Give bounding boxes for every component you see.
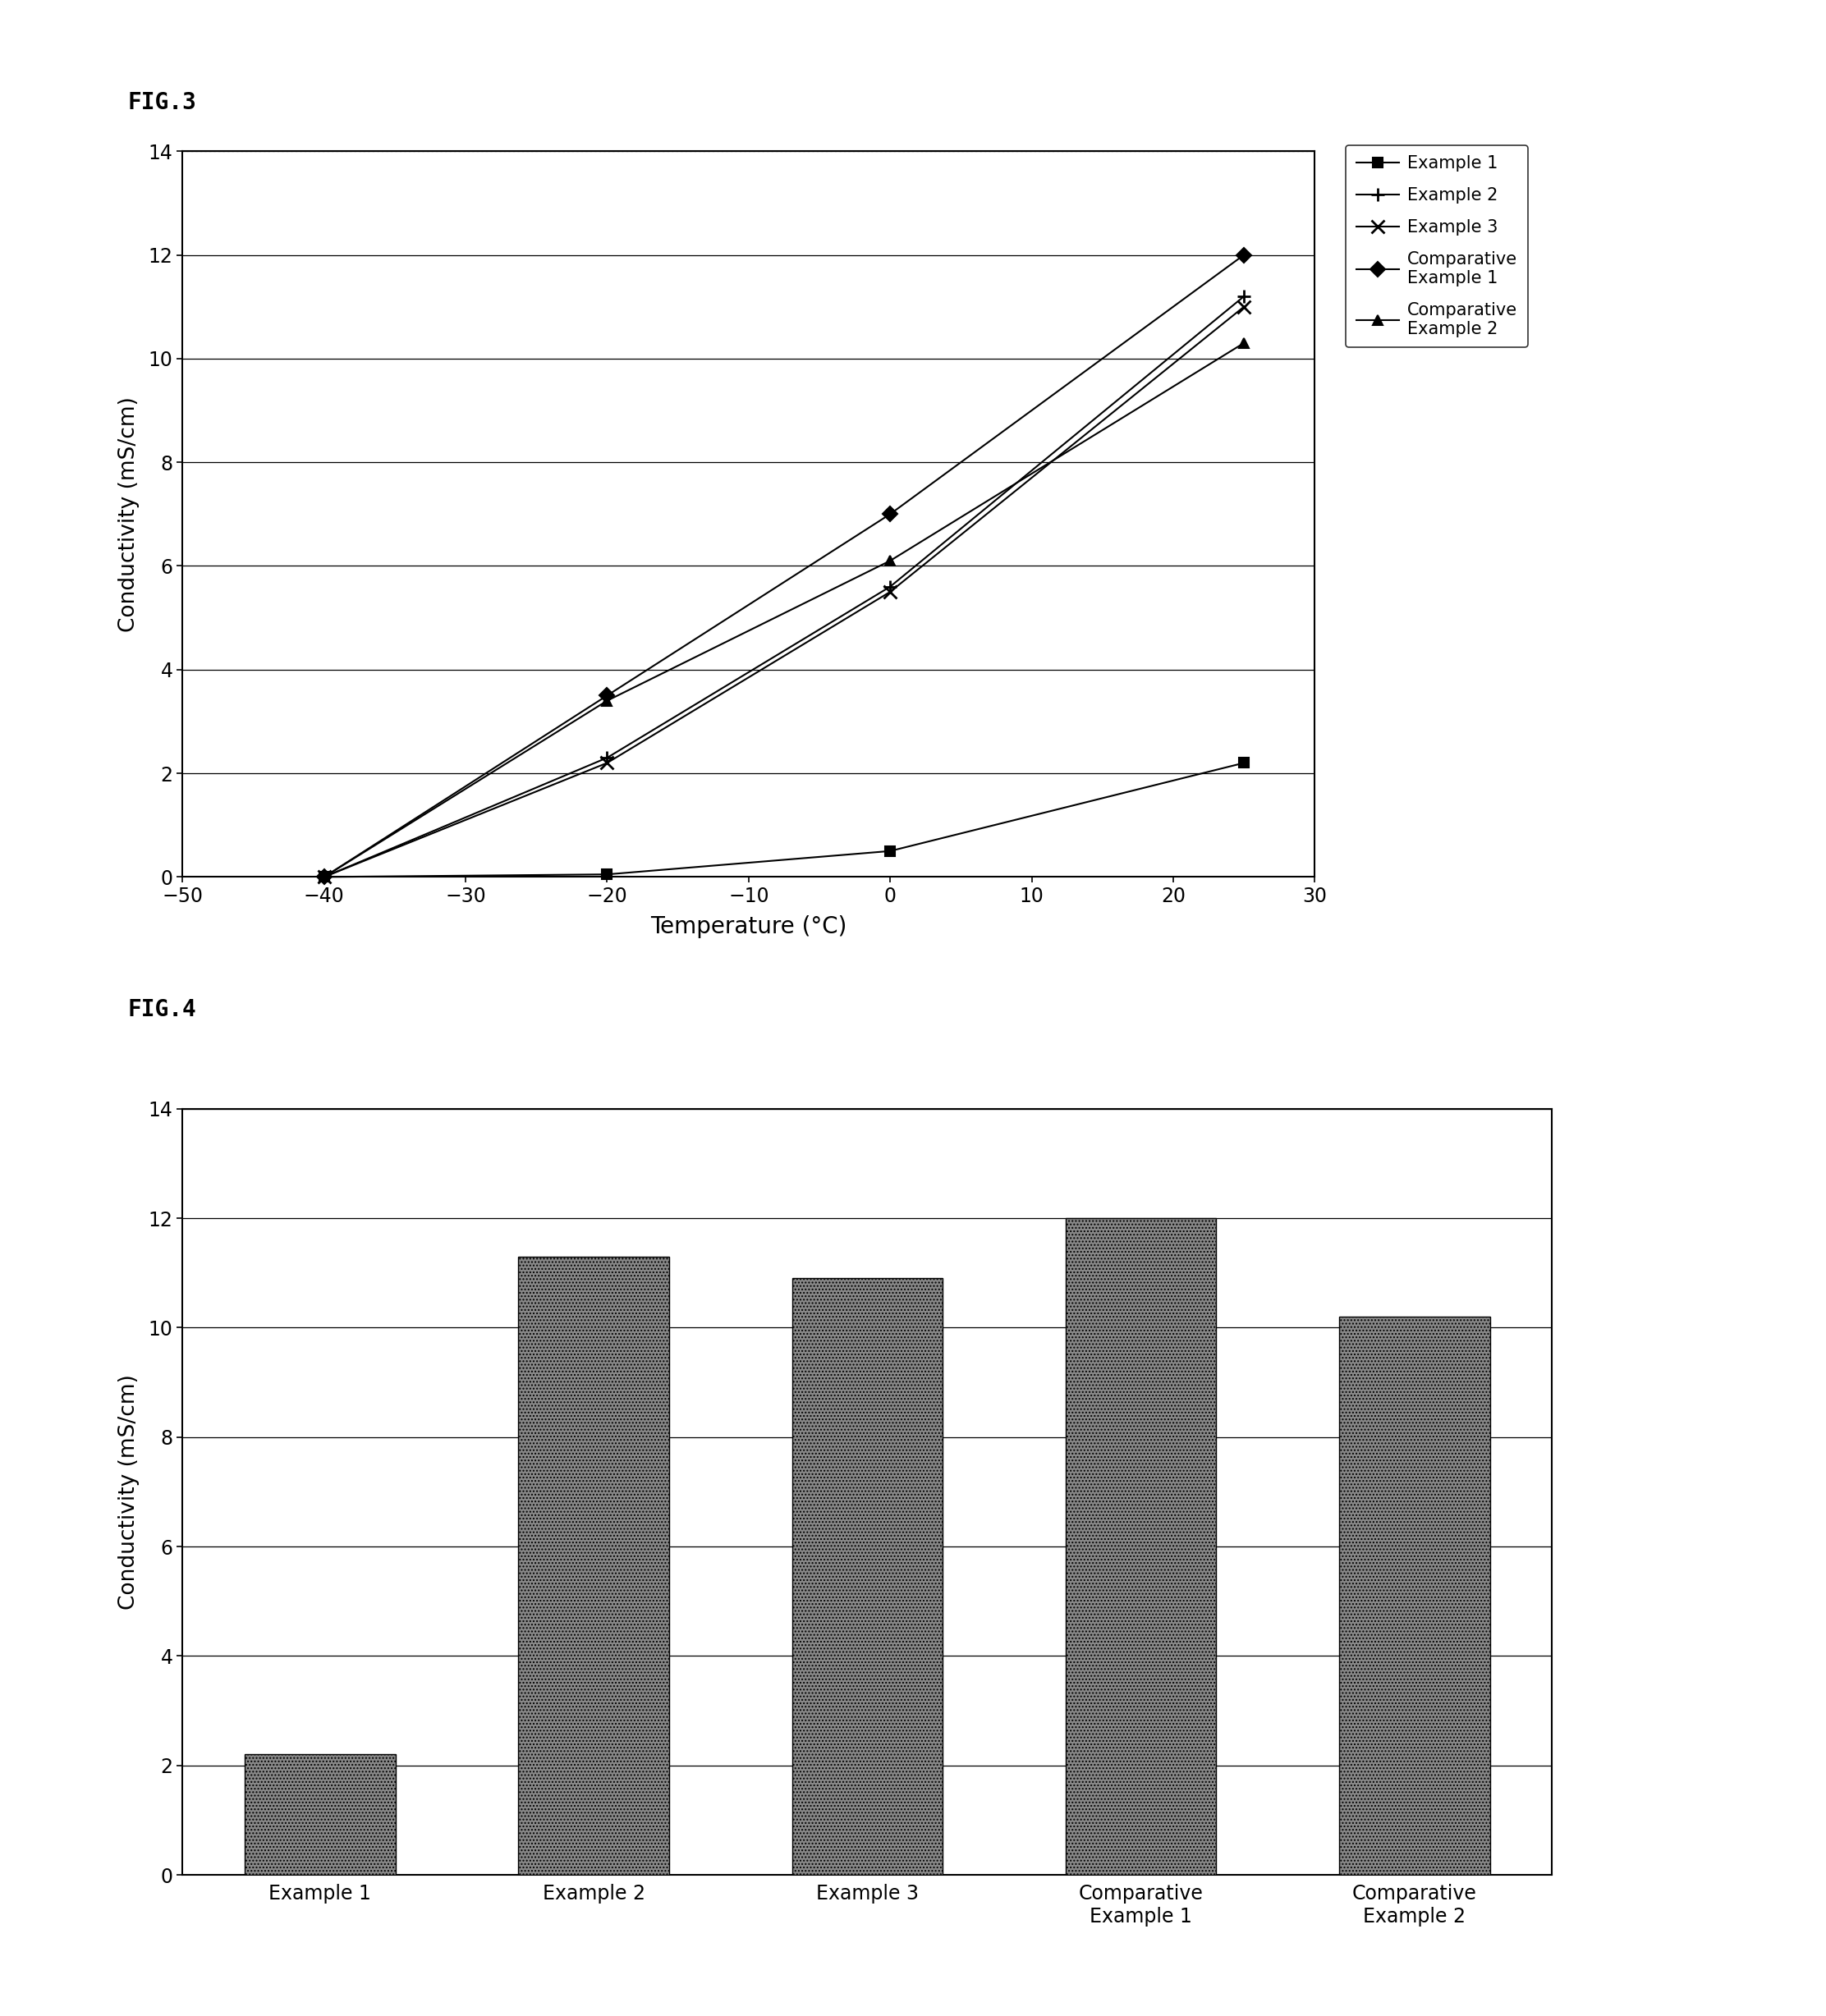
Bar [1338, 1316, 1490, 1875]
Line: Example 1: Example 1 [320, 758, 1249, 881]
Comparative
Example 2 [595, 689, 617, 714]
Line: Comparative
Example 2: Comparative Example 2 [320, 339, 1249, 883]
Example 3 [595, 750, 617, 774]
Example 1 [880, 839, 902, 863]
Example 3 [880, 581, 902, 605]
Comparative
Example 1 [1233, 242, 1254, 266]
Example 2 [314, 865, 336, 889]
X-axis label: Temperature (°C): Temperature (°C) [650, 915, 847, 939]
Example 3 [1233, 294, 1254, 319]
Example 3 [314, 865, 336, 889]
Comparative
Example 1 [880, 502, 902, 526]
Example 1 [314, 865, 336, 889]
Example 1 [1233, 750, 1254, 774]
Comparative
Example 2 [880, 548, 902, 573]
Line: Example 3: Example 3 [318, 300, 1251, 883]
Example 2 [1233, 284, 1254, 308]
Line: Example 2: Example 2 [318, 290, 1251, 883]
Y-axis label: Conductivity (mS/cm): Conductivity (mS/cm) [119, 1375, 139, 1609]
Y-axis label: Conductivity (mS/cm): Conductivity (mS/cm) [119, 397, 139, 631]
Comparative
Example 2 [314, 865, 336, 889]
Example 2 [595, 746, 617, 770]
Example 2 [880, 575, 902, 599]
Text: FIG.3: FIG.3 [128, 91, 197, 113]
Comparative
Example 1 [595, 683, 617, 708]
Text: FIG.4: FIG.4 [128, 998, 197, 1020]
Bar [1066, 1218, 1216, 1875]
Comparative
Example 2 [1233, 331, 1254, 355]
Legend: Example 1, Example 2, Example 3, Comparative
Example 1, Comparative
Example 2: Example 1, Example 2, Example 3, Compara… [1346, 145, 1528, 347]
Bar [519, 1256, 668, 1875]
Comparative
Example 1 [314, 865, 336, 889]
Example 1 [595, 863, 617, 887]
Line: Comparative
Example 1: Comparative Example 1 [320, 250, 1249, 883]
Bar [245, 1754, 396, 1875]
Bar [792, 1278, 942, 1875]
